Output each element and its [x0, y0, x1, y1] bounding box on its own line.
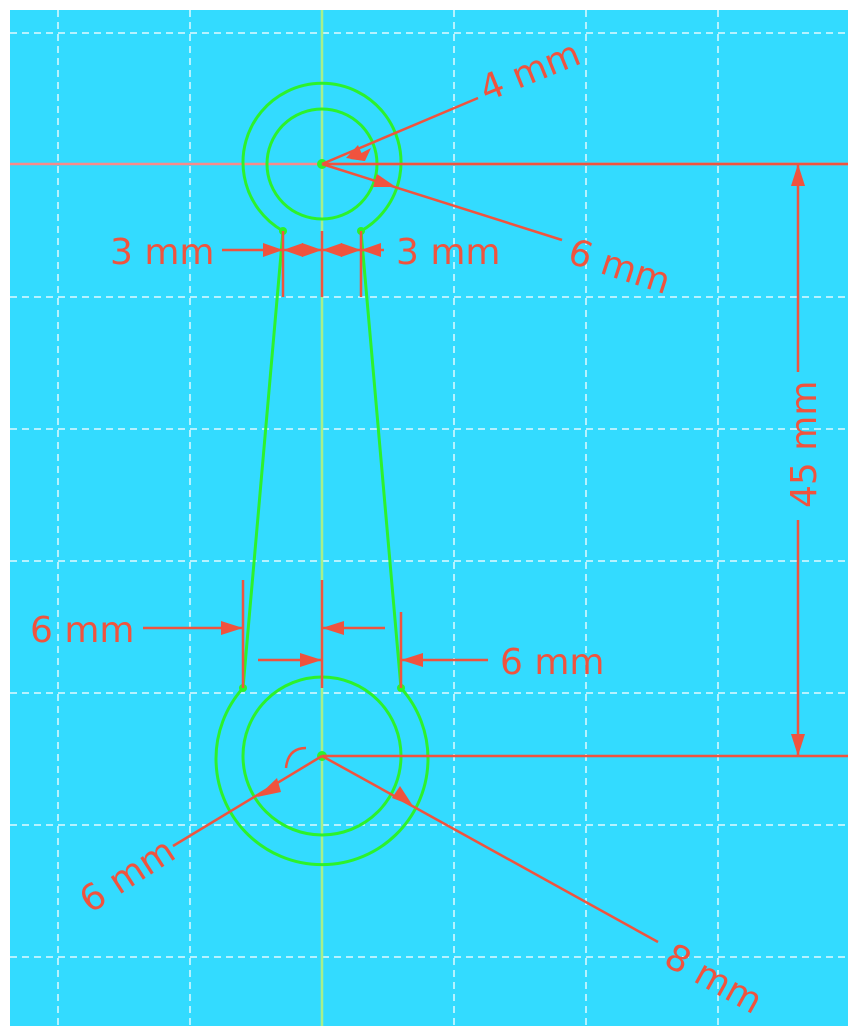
- left-rod-edge[interactable]: [241, 230, 285, 689]
- arrowhead: [263, 243, 283, 257]
- arrowhead: [373, 174, 396, 187]
- bottom-right-width-label: 6 mm: [500, 642, 604, 683]
- sketch-background: [10, 10, 848, 1026]
- arrowhead: [283, 243, 303, 257]
- top-outer-radius-leader: [321, 162, 563, 242]
- bottom-left-width-label: 6 mm: [30, 610, 134, 651]
- arrowhead: [221, 621, 243, 635]
- arrowhead: [361, 243, 381, 257]
- top-outer-arc[interactable]: [241, 81, 403, 233]
- grid: [10, 10, 851, 1026]
- top-inner-radius-leader: [321, 96, 479, 166]
- arrowhead: [791, 164, 805, 186]
- arrowhead: [300, 653, 322, 667]
- arrowhead: [341, 243, 361, 257]
- arrowhead: [322, 621, 344, 635]
- dimension-arrows: [221, 145, 805, 806]
- symmetry-marker: [284, 746, 307, 769]
- arrowhead: [322, 243, 342, 257]
- bottom-inner-radius-leader: [172, 754, 323, 848]
- bottom-outer-radius-leader: [321, 754, 659, 944]
- arrowhead: [302, 243, 322, 257]
- arrowhead: [346, 145, 365, 161]
- arrowhead: [257, 778, 281, 797]
- top-left-width-label: 3 mm: [110, 232, 214, 273]
- top-right-width-label: 3 mm: [396, 232, 500, 273]
- arrowhead: [791, 734, 805, 756]
- center-distance-label: 45 mm: [784, 381, 825, 508]
- right-rod-edge[interactable]: [359, 230, 403, 689]
- arrowhead: [401, 653, 423, 667]
- arrowhead: [392, 786, 413, 806]
